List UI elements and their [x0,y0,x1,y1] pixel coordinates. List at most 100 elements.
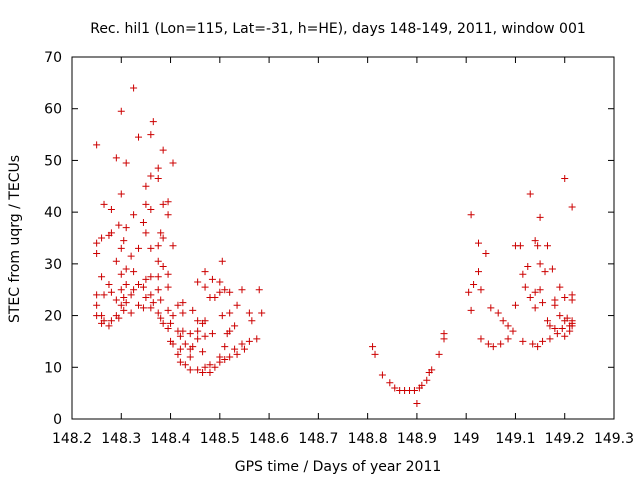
data-point [487,304,495,312]
data-point [413,399,421,407]
data-point [499,317,507,325]
data-point [504,335,512,343]
data-point [255,286,263,294]
data-point [179,299,187,307]
data-point [179,327,187,335]
data-point [154,242,162,250]
y-tick-label: 70 [44,50,62,66]
data-point [199,368,207,376]
data-point [216,278,224,286]
data-point [107,229,115,237]
data-point [435,350,443,358]
data-point [164,198,172,206]
data-point [391,384,399,392]
data-point [112,257,120,265]
data-point [186,366,194,374]
data-point [181,361,189,369]
data-point [226,353,234,361]
data-point [206,368,214,376]
data-point [428,366,436,374]
data-point [194,317,202,325]
data-point [369,343,377,351]
data-point [189,343,197,351]
data-point [475,268,482,276]
data-point [226,309,234,317]
data-point [524,262,532,270]
data-point [135,281,143,289]
data-point [122,224,130,232]
data-point [511,301,519,309]
data-point [130,84,138,92]
data-point [568,296,576,304]
data-point [139,283,147,291]
data-point [216,288,224,296]
data-point [551,301,559,309]
data-point [164,270,172,278]
data-point [201,283,209,291]
y-tick-label: 30 [44,257,62,273]
data-point [100,317,108,325]
data-point [531,237,539,245]
data-point [199,348,207,356]
x-tick-label: 148.5 [200,431,240,447]
data-point [176,358,184,366]
y-tick-label: 60 [44,102,62,118]
data-point [105,322,113,330]
data-point [509,327,517,335]
data-point [127,291,135,299]
data-point [164,283,172,291]
data-point [135,244,143,252]
data-point [157,296,165,304]
data-point [539,299,547,307]
data-point [561,293,569,301]
data-point [526,293,534,301]
data-point [100,200,108,208]
data-point [465,288,473,296]
data-point [536,260,544,268]
data-point [107,317,115,325]
data-point [218,257,226,265]
x-tick-label: 149.2 [545,431,585,447]
data-point [147,273,155,281]
data-point [189,306,197,314]
data-point [233,301,241,309]
data-point [117,270,125,278]
data-point [169,242,177,250]
data-point [221,286,229,294]
data-point [130,286,138,294]
data-point [556,312,564,320]
data-point [201,317,209,325]
data-point [107,206,115,214]
data-point [378,371,386,379]
data-point [231,322,239,330]
data-point [135,301,143,309]
data-point [475,239,482,247]
data-point [201,363,209,371]
data-point [531,288,539,296]
y-axis-label: STEC from uqrg / TECUs [7,155,23,323]
y-tick-label: 40 [44,205,62,221]
x-tick-label: 149.1 [495,431,535,447]
data-point [526,190,534,198]
data-point [245,309,253,317]
data-point [489,343,497,351]
data-point [147,131,155,139]
data-point [120,306,128,314]
data-point [122,265,130,273]
data-point [477,335,485,343]
data-point [139,304,147,312]
data-point [258,309,266,317]
data-point [548,265,556,273]
data-point [504,322,512,330]
data-point [238,286,246,294]
data-point [216,358,224,366]
x-axis-label: GPS time / Days of year 2011 [235,459,442,475]
data-point [561,332,569,340]
data-point [122,299,130,307]
data-point [112,154,120,162]
data-point [130,268,138,276]
data-point [147,172,155,180]
data-point [226,327,234,335]
data-point [122,281,130,289]
